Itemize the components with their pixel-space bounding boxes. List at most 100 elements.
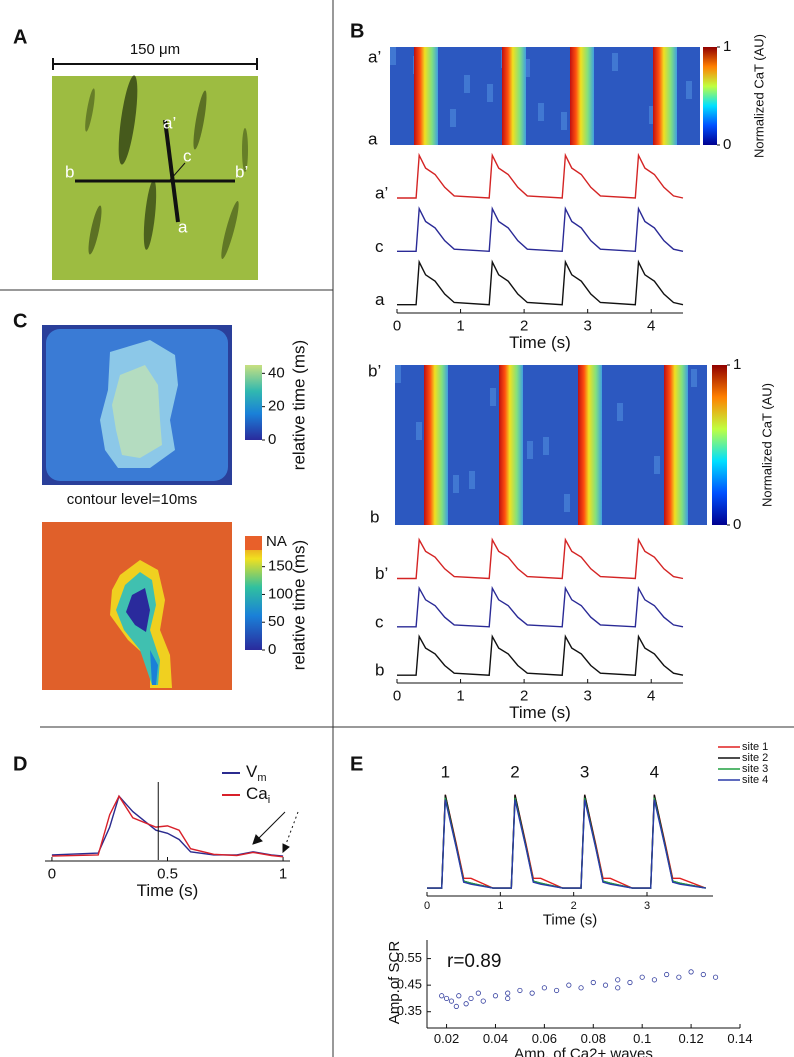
peak-label: 4 (650, 762, 659, 781)
point (492, 993, 499, 999)
heat-noise (691, 369, 697, 387)
point (566, 982, 572, 988)
x-tick-label: 3 (583, 317, 591, 334)
heat-noise (416, 422, 422, 440)
colorbar-tick-label: 1 (733, 356, 741, 373)
colorbar (712, 365, 727, 525)
point (456, 993, 462, 999)
point (602, 982, 609, 988)
trace-label: b (375, 661, 384, 680)
panel-label: B (350, 20, 364, 42)
colorbar-tick-label: 40 (268, 364, 285, 381)
heat-noise (487, 84, 493, 102)
heat-noise (538, 103, 544, 121)
heat-noise (395, 365, 401, 383)
point (463, 1001, 469, 1007)
colorbar-label: NA (266, 533, 287, 550)
activation-map (42, 325, 232, 485)
heat-noise (561, 112, 567, 130)
point (688, 969, 694, 975)
colorbar-title: Normalized CaT (AU) (759, 383, 774, 507)
x-tick-label: 1 (456, 317, 464, 334)
line-label: b’ (235, 162, 248, 181)
heat-noise (649, 106, 655, 124)
point (453, 1003, 459, 1010)
x-tick-label: 2 (520, 317, 528, 334)
trace (397, 206, 684, 253)
heat-noise (654, 456, 660, 474)
trace (397, 634, 684, 676)
colorbar (245, 536, 262, 650)
linescan-image (390, 47, 700, 145)
activation-map (42, 522, 232, 690)
point (615, 977, 621, 983)
x-tick-label: 3 (583, 687, 591, 704)
colorbar-na (245, 536, 262, 550)
x-axis-title: Time (s) (137, 881, 199, 900)
point (590, 979, 596, 986)
annotation: r=0.89 (447, 951, 501, 972)
heat-noise (524, 59, 530, 77)
point (505, 995, 511, 1002)
x-tick-label: 0.1 (633, 1031, 651, 1046)
colorbar-tick-label: 0 (268, 641, 276, 658)
point (700, 971, 706, 978)
x-tick-label: 0.02 (434, 1031, 459, 1046)
heat-band (570, 47, 594, 145)
colorbar-tick-label: 20 (268, 398, 285, 415)
x-axis-title: Time (s) (509, 333, 571, 352)
heat-noise (469, 471, 475, 489)
heat-noise (564, 494, 570, 512)
trace (427, 799, 706, 889)
point (505, 990, 511, 996)
colorbar-title: relative time (ms) (289, 340, 308, 470)
x-tick-label: 2 (520, 687, 528, 704)
x-axis-title: Amp. of Ca2+ waves (514, 1045, 653, 1057)
legend-label: Cai (246, 784, 270, 805)
point (448, 998, 455, 1004)
point (480, 998, 486, 1004)
linescan-label: b (370, 507, 379, 526)
colorbar-title: relative time (ms) (289, 540, 308, 670)
point (664, 971, 670, 978)
panel-label: D (13, 753, 27, 775)
heat-noise (612, 53, 618, 71)
trace (397, 585, 684, 628)
x-tick-label: 1 (497, 900, 503, 912)
heat-noise (617, 403, 623, 421)
point (475, 990, 481, 996)
x-tick-label: 0.06 (532, 1031, 557, 1046)
heat-noise (686, 81, 692, 99)
colorbar-tick-label: 0 (268, 431, 276, 448)
x-axis-title: Time (s) (543, 911, 597, 928)
colorbar-tick-label: 0 (733, 516, 741, 533)
x-tick-label: 4 (647, 687, 655, 704)
peak-label: 3 (580, 762, 589, 781)
trace-label: c (375, 612, 384, 631)
x-tick-label: 0 (393, 317, 401, 334)
x-tick-label: 1 (456, 687, 464, 704)
scale-label: 150 μm (130, 41, 180, 58)
x-tick-label: 1 (279, 865, 287, 882)
colorbar-tick-label: 1 (723, 38, 731, 55)
peak-label: 2 (510, 762, 519, 781)
panel-label: E (350, 753, 363, 775)
point (529, 990, 535, 996)
x-tick-label: 0.08 (581, 1031, 606, 1046)
linescan-label: a (368, 129, 378, 148)
x-tick-label: 0 (424, 900, 430, 912)
heat-noise (464, 75, 470, 93)
legend-label: site 4 (742, 774, 768, 786)
heat-bg (390, 47, 700, 145)
trace (397, 259, 684, 306)
heat-noise (543, 437, 549, 455)
point (651, 977, 658, 983)
plots: 0 1 Normalized CaT (AU) 0 1 Normalized CaT (A… (45, 34, 774, 1057)
colorbar-tick-label: 0 (723, 136, 731, 153)
trace-label: b’ (375, 564, 388, 583)
point (627, 979, 633, 986)
heat-noise (390, 47, 396, 65)
linescan-label: a’ (368, 47, 381, 66)
linescan-label: b’ (368, 361, 381, 380)
